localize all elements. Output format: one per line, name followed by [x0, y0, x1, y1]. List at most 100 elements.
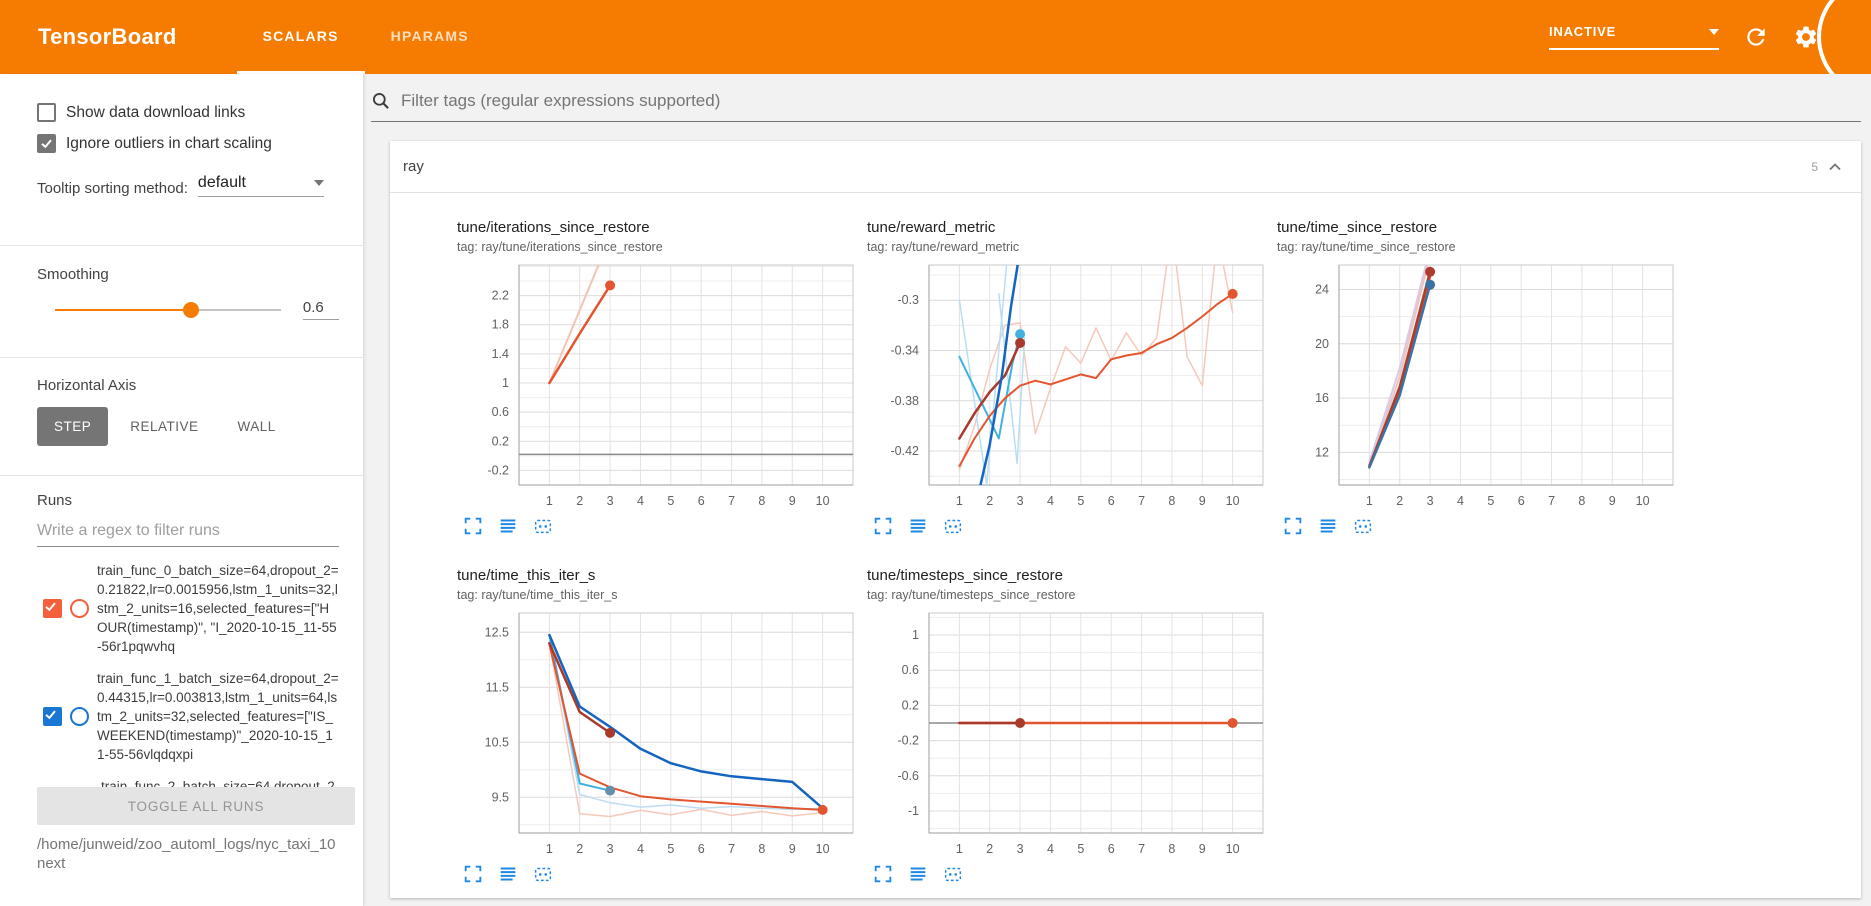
axis-option-relative[interactable]: RELATIVE — [113, 407, 215, 446]
pin-chart-icon[interactable] — [942, 515, 964, 537]
chart-tag: tag: ray/tune/timesteps_since_restore — [867, 588, 1076, 602]
view-run-data-icon[interactable] — [907, 515, 929, 537]
chart-plot[interactable]: 2.2 1.8 1.4 1 0.6 0.2 -0.2 1 2 3 4 5 6 7 8 9 10 — [457, 261, 857, 513]
run-checkbox[interactable] — [43, 707, 62, 726]
horizontal-axis-label: Horizontal Axis — [37, 377, 137, 394]
slider-knob[interactable] — [182, 301, 199, 318]
svg-text:8: 8 — [758, 494, 765, 508]
smoothing-value[interactable]: 0.6 — [302, 299, 339, 320]
scalar-chart: tune/iterations_since_restore tag: ray/t… — [457, 218, 857, 537]
chart-toolbar — [462, 515, 857, 537]
main-area: ray 5 tune/iterations_since_restore tag:… — [364, 74, 1871, 906]
svg-text:6: 6 — [698, 494, 705, 508]
svg-text:6: 6 — [1108, 842, 1115, 856]
chevron-down-icon — [313, 180, 324, 186]
chart-toolbar — [462, 863, 857, 885]
tag-group-card: ray 5 tune/iterations_since_restore tag:… — [390, 141, 1861, 898]
status-label: INACTIVE — [1549, 24, 1617, 39]
svg-text:1: 1 — [502, 376, 509, 390]
status-dropdown[interactable]: INACTIVE — [1549, 24, 1719, 50]
pin-chart-icon[interactable] — [942, 863, 964, 885]
expand-chart-icon[interactable] — [1282, 515, 1304, 537]
expand-chart-icon[interactable] — [872, 863, 894, 885]
tooltip-sorting-label: Tooltip sorting method: — [37, 180, 188, 197]
svg-text:7: 7 — [1548, 494, 1555, 508]
pin-chart-icon[interactable] — [1352, 515, 1374, 537]
chart-tag: tag: ray/tune/time_since_restore — [1277, 240, 1456, 254]
help-icon[interactable] — [1817, 0, 1871, 74]
app-header: TensorBoard SCALARS HPARAMS INACTIVE — [0, 0, 1871, 74]
svg-text:3: 3 — [1017, 494, 1024, 508]
view-run-data-icon[interactable] — [497, 863, 519, 885]
chevron-up-icon[interactable] — [1825, 158, 1845, 176]
svg-text:2: 2 — [576, 842, 583, 856]
pin-chart-icon[interactable] — [532, 515, 554, 537]
sidebar: Show data download links Ignore outliers … — [0, 74, 364, 906]
run-name: train_func_1_batch_size=64,dropout_2=0.4… — [97, 671, 339, 762]
svg-text:-0.42: -0.42 — [891, 444, 920, 458]
tab-hparams[interactable]: HPARAMS — [390, 27, 469, 44]
settings-gear-icon[interactable] — [1793, 24, 1819, 50]
chart-tag: tag: ray/tune/time_this_iter_s — [457, 588, 618, 602]
run-radio[interactable] — [70, 599, 89, 618]
chart-plot[interactable]: -0.3 -0.34 -0.38 -0.42 1 2 3 4 5 6 7 8 9 10 — [867, 261, 1267, 513]
checkbox[interactable] — [37, 103, 56, 122]
axis-option-step[interactable]: STEP — [37, 407, 109, 446]
header-actions: INACTIVE — [1549, 24, 1819, 50]
chart-toolbar — [872, 863, 1267, 885]
scalar-chart: tune/time_this_iter_s tag: ray/tune/time… — [457, 566, 857, 885]
svg-text:4: 4 — [1047, 842, 1054, 856]
svg-text:10: 10 — [816, 842, 830, 856]
tag-filter-input[interactable] — [399, 90, 1861, 112]
tooltip-sorting-row: Tooltip sorting method: default — [37, 174, 339, 197]
view-run-data-icon[interactable] — [1317, 515, 1339, 537]
sidebar-checkbox-row[interactable]: Ignore outliers in chart scaling — [37, 128, 339, 159]
checkbox[interactable] — [37, 134, 56, 153]
svg-text:1: 1 — [1366, 494, 1373, 508]
search-icon — [373, 93, 389, 109]
tooltip-sorting-select[interactable]: default — [197, 174, 324, 197]
svg-text:1: 1 — [912, 628, 919, 642]
expand-chart-icon[interactable] — [872, 515, 894, 537]
chart-plot[interactable]: 12.5 11.5 10.5 9.5 1 2 3 4 5 6 7 8 9 10 — [457, 609, 857, 861]
run-item[interactable]: train_func_1_batch_size=64,dropout_2=0.4… — [37, 669, 339, 764]
svg-text:5: 5 — [1077, 494, 1084, 508]
expand-chart-icon[interactable] — [462, 515, 484, 537]
axis-option-wall[interactable]: WALL — [221, 407, 293, 446]
run-checkbox[interactable] — [43, 599, 62, 618]
svg-text:8: 8 — [1168, 842, 1175, 856]
svg-text:7: 7 — [728, 842, 735, 856]
runs-filter-input[interactable] — [37, 515, 339, 547]
svg-text:-0.38: -0.38 — [891, 394, 920, 408]
refresh-icon[interactable] — [1743, 24, 1769, 50]
svg-text:5: 5 — [667, 842, 674, 856]
svg-text:2: 2 — [986, 494, 993, 508]
tab-scalars[interactable]: SCALARS — [236, 0, 365, 74]
svg-text:-0.34: -0.34 — [891, 343, 920, 357]
view-run-data-icon[interactable] — [497, 515, 519, 537]
pin-chart-icon[interactable] — [532, 863, 554, 885]
checkbox-label: Show data download links — [66, 103, 246, 121]
chart-tag: tag: ray/tune/reward_metric — [867, 240, 1020, 254]
sidebar-checkbox-row[interactable]: Show data download links — [37, 97, 339, 128]
tag-group-header[interactable]: ray 5 — [390, 141, 1861, 193]
svg-text:11.5: 11.5 — [486, 680, 509, 694]
run-item[interactable]: train_func_0_batch_size=64,dropout_2=0.2… — [37, 561, 339, 656]
svg-text:1: 1 — [956, 494, 963, 508]
svg-text:5: 5 — [1077, 842, 1084, 856]
view-run-data-icon[interactable] — [907, 863, 929, 885]
svg-text:5: 5 — [667, 494, 674, 508]
toggle-all-runs-button[interactable]: TOGGLE ALL RUNS — [37, 787, 355, 825]
expand-chart-icon[interactable] — [462, 863, 484, 885]
chart-title: tune/timesteps_since_restore — [867, 567, 1063, 584]
svg-text:6: 6 — [1108, 494, 1115, 508]
svg-text:0.2: 0.2 — [902, 698, 919, 712]
svg-text:2.2: 2.2 — [492, 289, 509, 303]
smoothing-slider[interactable] — [55, 301, 281, 318]
svg-text:24: 24 — [1315, 282, 1329, 296]
run-radio[interactable] — [70, 707, 89, 726]
svg-text:1: 1 — [956, 842, 963, 856]
chart-plot[interactable]: 1 0.6 0.2 -0.2 -0.6 -1 1 2 3 4 5 6 7 8 9 10 — [867, 609, 1267, 861]
svg-text:-0.2: -0.2 — [487, 463, 509, 477]
